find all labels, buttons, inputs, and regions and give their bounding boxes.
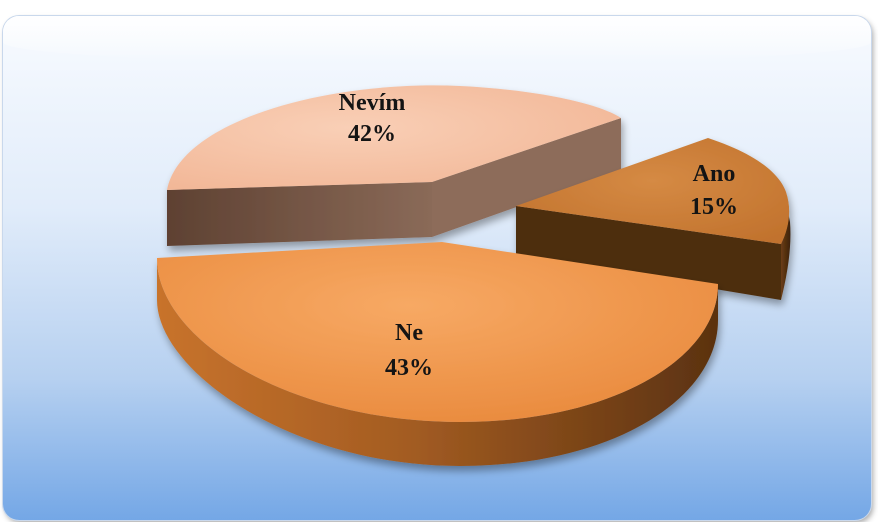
label-nevim-percent: 42% xyxy=(348,121,396,147)
slice-nevim[interactable] xyxy=(167,85,621,246)
label-ano-percent: 15% xyxy=(690,194,738,220)
slice-ano-side-left xyxy=(516,206,781,300)
label-ano-name: Ano xyxy=(693,161,736,187)
label-ne-name: Ne xyxy=(395,320,423,346)
slice-ano-top xyxy=(516,138,790,244)
label-nevim-name: Nevím xyxy=(339,90,406,116)
slice-ano-side xyxy=(781,192,791,300)
slice-nevim-top xyxy=(167,85,621,190)
slice-ano[interactable] xyxy=(516,138,791,300)
slice-nevim-side-right xyxy=(432,118,621,237)
label-ne-percent: 43% xyxy=(385,355,433,381)
slice-ne-top xyxy=(157,242,718,422)
chart-area: Nevím 42% Ano 15% Ne 43% xyxy=(3,16,871,520)
pie-chart: Nevím 42% Ano 15% Ne 43% xyxy=(157,85,791,466)
slice-nevim-side xyxy=(167,182,432,246)
slice-ne[interactable] xyxy=(157,242,718,466)
slice-ne-side xyxy=(157,258,718,466)
